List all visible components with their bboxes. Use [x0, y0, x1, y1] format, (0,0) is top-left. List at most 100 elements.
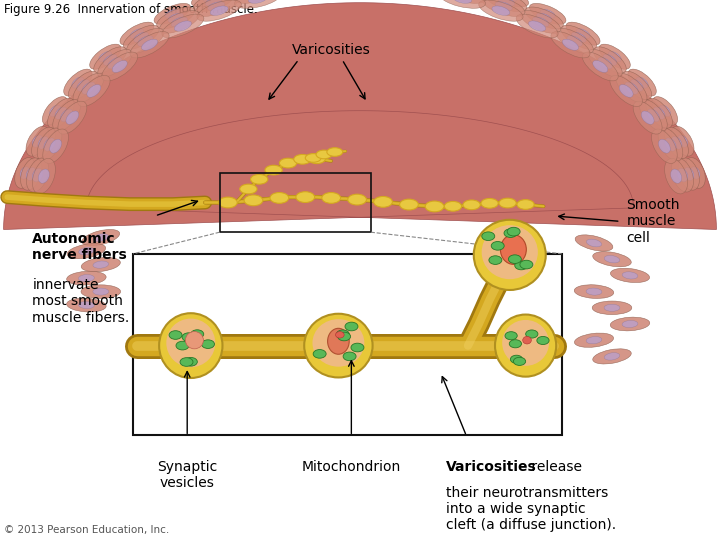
Ellipse shape [513, 357, 526, 366]
Ellipse shape [593, 301, 632, 314]
Ellipse shape [683, 167, 694, 180]
Ellipse shape [665, 158, 688, 194]
Ellipse shape [130, 29, 144, 38]
Ellipse shape [561, 25, 597, 49]
Ellipse shape [78, 274, 94, 282]
Ellipse shape [642, 111, 654, 124]
Ellipse shape [622, 320, 638, 328]
Ellipse shape [482, 232, 495, 240]
Ellipse shape [665, 127, 688, 159]
Bar [133, 254, 562, 435]
Ellipse shape [622, 272, 638, 279]
Ellipse shape [82, 230, 120, 246]
Ellipse shape [159, 11, 199, 33]
Ellipse shape [78, 301, 94, 309]
Ellipse shape [658, 128, 683, 161]
Ellipse shape [625, 82, 638, 94]
Ellipse shape [631, 79, 643, 91]
Ellipse shape [279, 158, 297, 168]
Ellipse shape [328, 328, 349, 354]
Ellipse shape [180, 357, 193, 366]
Ellipse shape [536, 13, 552, 23]
Ellipse shape [604, 353, 620, 360]
Ellipse shape [482, 0, 525, 16]
Ellipse shape [38, 137, 49, 149]
Ellipse shape [210, 6, 228, 16]
Ellipse shape [444, 201, 462, 211]
Ellipse shape [265, 165, 282, 175]
Ellipse shape [108, 57, 122, 69]
Ellipse shape [562, 39, 578, 50]
Ellipse shape [68, 71, 98, 99]
Ellipse shape [123, 25, 159, 49]
Ellipse shape [647, 109, 660, 122]
Ellipse shape [343, 352, 356, 361]
Text: Varicosities: Varicosities [446, 460, 537, 474]
Ellipse shape [678, 135, 688, 147]
Ellipse shape [203, 0, 218, 2]
Ellipse shape [154, 3, 191, 24]
Ellipse shape [176, 341, 189, 350]
Ellipse shape [593, 60, 608, 72]
Ellipse shape [21, 158, 42, 190]
Text: © 2013 Pearson Education, Inc.: © 2013 Pearson Education, Inc. [4, 524, 169, 535]
Ellipse shape [157, 7, 195, 29]
Ellipse shape [50, 105, 60, 117]
Ellipse shape [515, 261, 528, 270]
Ellipse shape [608, 51, 621, 62]
Ellipse shape [598, 57, 612, 69]
Ellipse shape [374, 197, 392, 207]
Ellipse shape [72, 77, 84, 88]
Ellipse shape [533, 17, 549, 27]
Ellipse shape [182, 333, 195, 341]
Ellipse shape [308, 154, 325, 164]
Ellipse shape [67, 298, 106, 312]
Ellipse shape [652, 129, 678, 164]
Ellipse shape [168, 13, 184, 23]
Ellipse shape [205, 0, 222, 6]
Ellipse shape [671, 137, 682, 149]
Ellipse shape [322, 193, 341, 203]
Ellipse shape [162, 14, 204, 38]
Ellipse shape [572, 32, 586, 43]
Ellipse shape [235, 0, 281, 8]
Ellipse shape [566, 22, 600, 45]
Ellipse shape [495, 314, 557, 377]
Ellipse shape [192, 0, 230, 7]
Text: Mitochondrion: Mitochondrion [302, 460, 401, 474]
Ellipse shape [134, 32, 148, 43]
Ellipse shape [208, 2, 225, 11]
Ellipse shape [502, 0, 517, 2]
Ellipse shape [670, 169, 682, 183]
Ellipse shape [616, 73, 647, 103]
Text: Figure 9.26  Innervation of smooth muscle.: Figure 9.26 Innervation of smooth muscle… [4, 3, 257, 16]
Ellipse shape [38, 169, 50, 183]
Ellipse shape [316, 150, 332, 159]
Ellipse shape [90, 44, 121, 69]
Ellipse shape [351, 343, 364, 352]
Ellipse shape [93, 288, 109, 295]
Ellipse shape [81, 258, 120, 272]
Ellipse shape [520, 260, 533, 269]
Ellipse shape [112, 60, 127, 72]
Ellipse shape [400, 199, 418, 210]
Ellipse shape [55, 107, 67, 119]
Ellipse shape [604, 304, 620, 311]
Ellipse shape [604, 255, 620, 263]
Ellipse shape [174, 21, 192, 31]
Ellipse shape [193, 0, 234, 12]
Text: Autonomic
nerve fibers: Autonomic nerve fibers [32, 232, 127, 262]
Ellipse shape [622, 71, 652, 99]
Ellipse shape [63, 69, 92, 96]
Ellipse shape [505, 332, 517, 340]
Ellipse shape [671, 126, 694, 156]
Ellipse shape [593, 252, 631, 267]
Ellipse shape [191, 330, 204, 339]
Ellipse shape [27, 158, 49, 192]
Ellipse shape [184, 357, 197, 366]
Ellipse shape [498, 0, 515, 6]
Ellipse shape [593, 349, 631, 364]
Ellipse shape [525, 7, 563, 29]
Ellipse shape [32, 127, 55, 159]
Ellipse shape [336, 330, 349, 339]
